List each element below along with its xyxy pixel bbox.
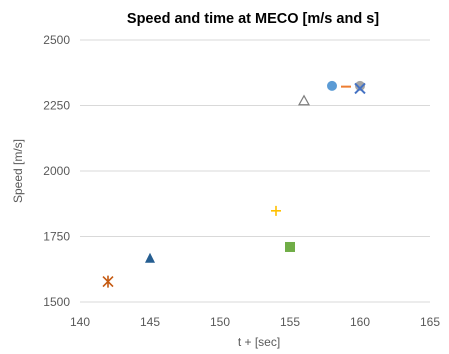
y-tick-label: 1500 <box>43 295 70 309</box>
x-tick-label: 155 <box>280 315 300 329</box>
data-point-asterisk <box>102 275 114 288</box>
y-tick-label: 1750 <box>43 230 70 244</box>
x-tick-labels: 140 145 150 155 160 165 <box>70 315 440 329</box>
data-point-circle <box>355 80 365 91</box>
data-point-triangle <box>145 252 155 263</box>
data-point-triangle-open <box>297 94 311 106</box>
x-tick-label: 150 <box>210 315 230 329</box>
data-points <box>102 80 366 288</box>
data-point-circle <box>327 80 337 91</box>
x-tick-label: 145 <box>140 315 160 329</box>
data-point-x <box>354 82 366 95</box>
y-tick-labels: 1500 1750 2000 2250 2500 <box>43 33 70 309</box>
y-axis-label: Speed [m/s] <box>11 139 25 203</box>
y-tick-label: 2500 <box>43 33 70 47</box>
x-tick-label: 165 <box>420 315 440 329</box>
y-tick-label: 2000 <box>43 164 70 178</box>
chart-title: Speed and time at MECO [m/s and s] <box>127 11 379 27</box>
x-axis-label: t + [sec] <box>238 335 280 349</box>
gridlines <box>80 39 430 303</box>
x-tick-label: 160 <box>350 315 370 329</box>
y-tick-label: 2250 <box>43 99 70 113</box>
data-point-square <box>285 241 295 252</box>
x-tick-label: 140 <box>70 315 90 329</box>
data-point-plus <box>271 205 281 216</box>
